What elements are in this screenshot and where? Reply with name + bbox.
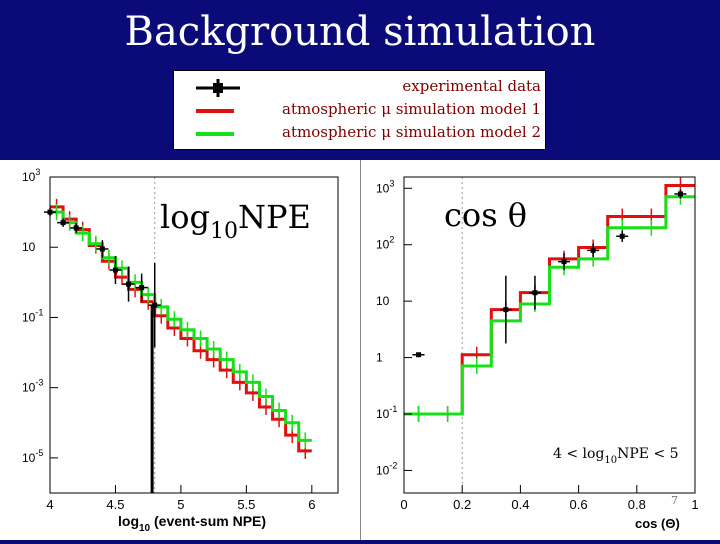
page-number: 7 (671, 494, 678, 507)
npe-data-point (112, 267, 118, 273)
cos-data-point (619, 233, 625, 239)
legend-entry-model2: atmospheric μ simulation model 2 (174, 123, 547, 145)
chart-npe-label: log10NPE (160, 198, 311, 244)
cos-series-experimental (412, 189, 687, 358)
model1-line-icon (196, 109, 234, 113)
cos-x-tick-label: 0 (400, 497, 407, 512)
experimental-marker-icon (196, 79, 240, 97)
cos-y-tick-label: 10-1 (376, 404, 397, 421)
cos-y-tick-label: 103 (376, 178, 394, 195)
legend-label-experimental: experimental data (402, 77, 541, 95)
chart-npe-xlabel: log10 (event-sum NPE) (118, 513, 266, 534)
cos-x-tick-label: 0.8 (628, 497, 646, 512)
npe-data-point (73, 225, 79, 231)
npe-data-point (126, 281, 132, 287)
legend: experimental data atmospheric μ simulati… (173, 70, 546, 150)
chart-cos-range-label: 4 < log10NPE < 5 (553, 446, 679, 466)
npe-x-tick-label: 5.5 (237, 497, 255, 512)
npe-x-tick-label: 4 (46, 497, 53, 512)
chart-panel-npe: 4 4.5 5 5.5 6 103 10 10-1 10-3 10-5 log10NPE log1… (0, 160, 360, 540)
npe-series-experimental (44, 207, 161, 348)
legend-entry-model1: atmospheric μ simulation model 1 (174, 100, 547, 122)
npe-data-point (99, 246, 105, 252)
slide-title: Background simulation (124, 9, 596, 55)
npe-data-point (152, 302, 158, 308)
model2-line-icon (196, 132, 234, 136)
cos-y-tick-label: 10-2 (376, 460, 397, 477)
npe-y-tick-label: 10 (22, 240, 36, 254)
cos-data-point (590, 247, 596, 253)
cos-plot-frame (403, 176, 696, 494)
npe-data-point (139, 285, 145, 291)
npe-x-tick-label: 4.5 (106, 497, 124, 512)
npe-x-tick-label: 5 (177, 497, 184, 512)
cos-x-tick-label: 0.2 (453, 497, 471, 512)
npe-series-model2 (50, 204, 312, 449)
legend-label-model2: atmospheric μ simulation model 2 (282, 123, 541, 141)
cos-y-tick-label: 10 (376, 294, 390, 308)
cos-data-point (503, 307, 509, 313)
npe-y-tick-label: 10-5 (22, 448, 43, 465)
cos-x-tick-label: 0.4 (511, 497, 529, 512)
cos-y-tick-label: 102 (376, 235, 394, 252)
cos-data-point (532, 290, 538, 296)
cos-data-point (677, 191, 683, 197)
npe-y-tick-label: 10-1 (22, 307, 43, 324)
npe-data-point (60, 220, 66, 226)
cos-step-line (404, 195, 695, 416)
chart-cos-xlabel: cos (Θ) (635, 516, 680, 531)
npe-plot-frame (49, 176, 339, 494)
npe-y-tick-label: 103 (22, 167, 40, 184)
legend-entry-experimental: experimental data (174, 77, 547, 99)
cos-data-point (561, 259, 567, 265)
chart-cos-label: cos θ (444, 196, 527, 234)
chart-npe: 4 4.5 5 5.5 6 103 10 10-1 10-3 10-5 log10NPE log1… (22, 167, 339, 534)
cos-data-point (416, 352, 422, 358)
chart-panel-cos: 0 0.2 0.4 0.6 0.8 1 103 102 10 1 10-1 10-2 cos θ 4 … (360, 160, 720, 540)
npe-x-tick-label: 6 (308, 497, 315, 512)
legend-label-model1: atmospheric μ simulation model 1 (282, 100, 541, 118)
cos-y-tick-label: 1 (376, 351, 383, 365)
cos-x-tick-label: 1 (691, 497, 698, 512)
npe-y-tick-label: 10-3 (22, 378, 43, 395)
cos-x-tick-label: 0.6 (570, 497, 588, 512)
